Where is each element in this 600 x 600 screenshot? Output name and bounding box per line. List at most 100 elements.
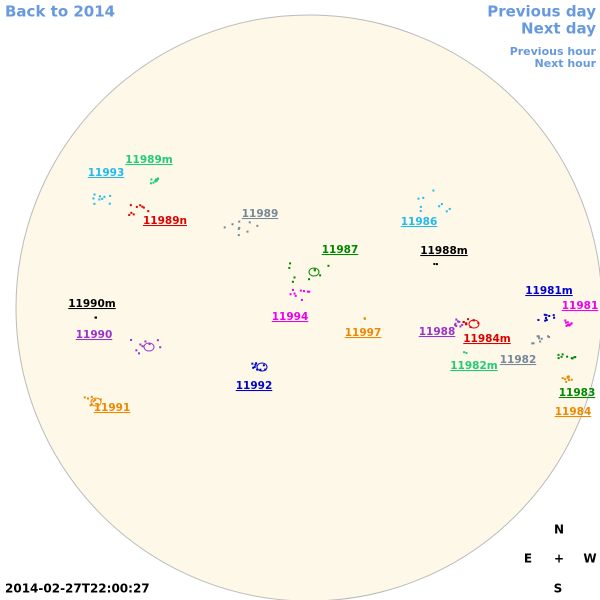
sunspot (135, 349, 138, 352)
solar-disk (15, 14, 600, 600)
sunspot (255, 362, 258, 365)
sunspot (154, 180, 157, 183)
sunspot (254, 363, 257, 366)
sunspot (148, 343, 151, 346)
sunspot (90, 395, 93, 398)
sunspot (128, 213, 131, 216)
sunspot (147, 210, 150, 213)
sunspot (149, 182, 152, 185)
sunspot (231, 223, 234, 226)
compass-west: W (583, 552, 596, 566)
region-label[interactable]: 11992 (236, 380, 273, 392)
previous-hour-link[interactable]: Previous hour (510, 45, 597, 58)
sunspot (566, 355, 569, 358)
region-label[interactable]: 11987 (322, 244, 359, 256)
sunspot (130, 338, 133, 341)
sunspot (108, 202, 111, 205)
sunspot (557, 353, 560, 356)
sunspot (93, 193, 96, 196)
sunspot (150, 178, 153, 181)
sunspot (299, 289, 302, 292)
sunspot (565, 321, 568, 324)
sunspot (566, 376, 569, 379)
sunspot (152, 181, 155, 184)
sunspot (552, 314, 555, 317)
region-label[interactable]: 11981m (525, 285, 573, 297)
sunspot (130, 211, 133, 214)
sunspot (319, 274, 322, 277)
sunspot (432, 189, 435, 192)
sunspot (545, 319, 548, 322)
next-day-link[interactable]: Next day (521, 20, 596, 38)
sunspot (458, 320, 461, 323)
region-label[interactable]: 11984 (555, 406, 592, 418)
sunspot (288, 266, 291, 269)
sunspot (293, 292, 296, 295)
sunspot (156, 179, 159, 182)
region-label[interactable]: 11991 (94, 402, 131, 414)
sunspot (308, 278, 311, 281)
sunspot (463, 351, 466, 354)
back-link[interactable]: Back to 2014 (5, 3, 115, 21)
sunspot (92, 197, 95, 200)
region-label[interactable]: 11981 (562, 300, 599, 312)
sunspot (568, 323, 571, 326)
sunspot (264, 368, 267, 371)
sunspot (154, 178, 157, 181)
region-label[interactable]: 11993 (88, 167, 125, 179)
region-label[interactable]: 11990 (76, 329, 113, 341)
region-label[interactable]: 11983 (559, 387, 596, 399)
sunspot (262, 364, 265, 367)
sunspot (448, 207, 451, 210)
sunspot-outline (468, 319, 480, 329)
sunspot-outline (256, 362, 268, 372)
sunspot (308, 290, 311, 293)
sunspot (238, 226, 241, 229)
sunspot (561, 377, 564, 380)
sunspot (563, 378, 566, 381)
sunspot (565, 324, 568, 327)
region-label[interactable]: 11988 (419, 326, 456, 338)
sunspot (536, 335, 539, 338)
sunspot (89, 404, 92, 407)
sunspot (553, 316, 556, 319)
sunspot (422, 196, 425, 199)
sunspot (141, 205, 144, 208)
sunspot (98, 195, 101, 198)
region-label[interactable]: 11986 (401, 216, 438, 228)
sunspot (548, 314, 551, 317)
sunspot (142, 206, 145, 209)
sunspot (543, 313, 546, 316)
sunspot (129, 204, 132, 207)
region-label[interactable]: 11989 (242, 208, 279, 220)
previous-day-link[interactable]: Previous day (487, 3, 596, 21)
sunspot (139, 343, 142, 346)
region-label[interactable]: 11990m (68, 298, 116, 310)
sunspot (455, 325, 458, 328)
sunspot (565, 380, 568, 383)
sunspot (445, 210, 448, 213)
next-hour-link[interactable]: Next hour (535, 57, 597, 70)
region-label[interactable]: 11994 (272, 311, 309, 323)
sunspot (86, 397, 89, 400)
region-label[interactable]: 11989n (143, 215, 187, 227)
sunspot (570, 322, 573, 325)
sunspot (566, 323, 569, 326)
region-label[interactable]: 11989m (125, 154, 173, 166)
region-label[interactable]: 11982 (500, 354, 537, 366)
sunspot (246, 230, 249, 233)
region-label[interactable]: 11982m (450, 360, 498, 372)
region-label[interactable]: 11997 (345, 327, 382, 339)
sunspot (101, 197, 104, 200)
sunspot (253, 366, 256, 369)
sunspot (568, 378, 571, 381)
sunspot (462, 321, 465, 324)
sunspot (291, 280, 294, 283)
sunspot (539, 340, 542, 343)
sunspot (564, 319, 567, 322)
sunspot (569, 323, 572, 326)
region-label[interactable]: 11984m (463, 333, 511, 345)
region-label[interactable]: 11988m (420, 245, 468, 257)
sunspot (570, 378, 573, 381)
